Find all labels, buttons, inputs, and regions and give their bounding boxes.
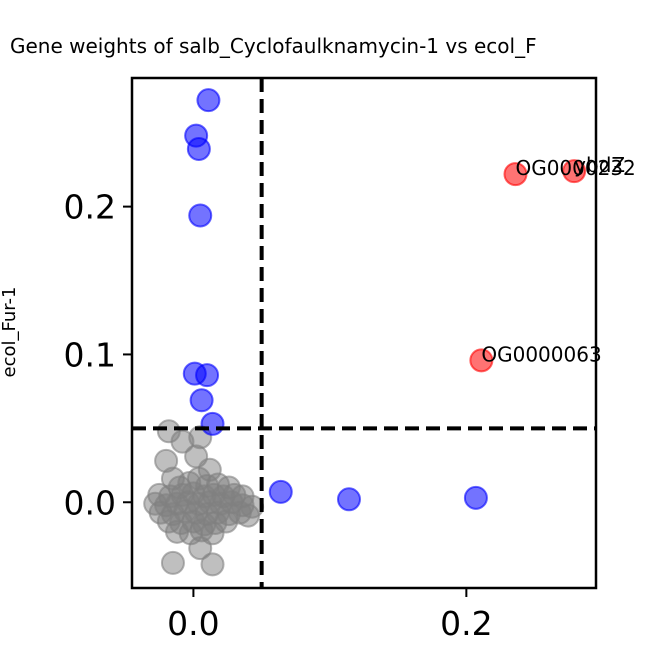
plot-frame [130, 76, 598, 590]
red-point-1 [562, 159, 587, 184]
x-tick-label-1: 0.2 [440, 604, 492, 643]
y-tick-label-0: 0.0 [64, 483, 116, 522]
blue-point-3 [188, 203, 213, 228]
blue-point-0 [196, 88, 221, 113]
red-point-2 [469, 348, 494, 373]
blue-point-5 [195, 363, 220, 388]
gray-point-52 [160, 550, 185, 575]
annotation-2: OG0000063 [481, 342, 601, 366]
annotation-0: OG0000232 [515, 156, 635, 180]
blue-point-7 [200, 411, 225, 436]
x-tick-label-0: 0.0 [167, 604, 219, 643]
blue-point-9 [336, 487, 361, 512]
data-points [143, 88, 587, 577]
axis-ticks: 0.0 0.2 0.0 0.1 0.2 [64, 188, 493, 643]
annotation-1: ybdZ [574, 153, 625, 177]
blue-point-6 [189, 388, 214, 413]
y-tick-label-1: 0.1 [64, 335, 116, 374]
chart-title: Gene weights of salb_Cyclofaulknamycin-1… [10, 34, 537, 58]
gray-point-53 [200, 552, 225, 577]
threshold-lines [132, 78, 596, 588]
gray-point-51 [188, 536, 213, 561]
blue-point-8 [268, 479, 293, 504]
blue-point-2 [186, 136, 211, 161]
gray-point-40 [236, 503, 260, 528]
blue-point-10 [463, 485, 488, 510]
y-axis-label: ecol_Fur-1 [0, 287, 20, 378]
red-point-0 [503, 162, 528, 187]
y-tick-label-2: 0.2 [64, 188, 116, 227]
